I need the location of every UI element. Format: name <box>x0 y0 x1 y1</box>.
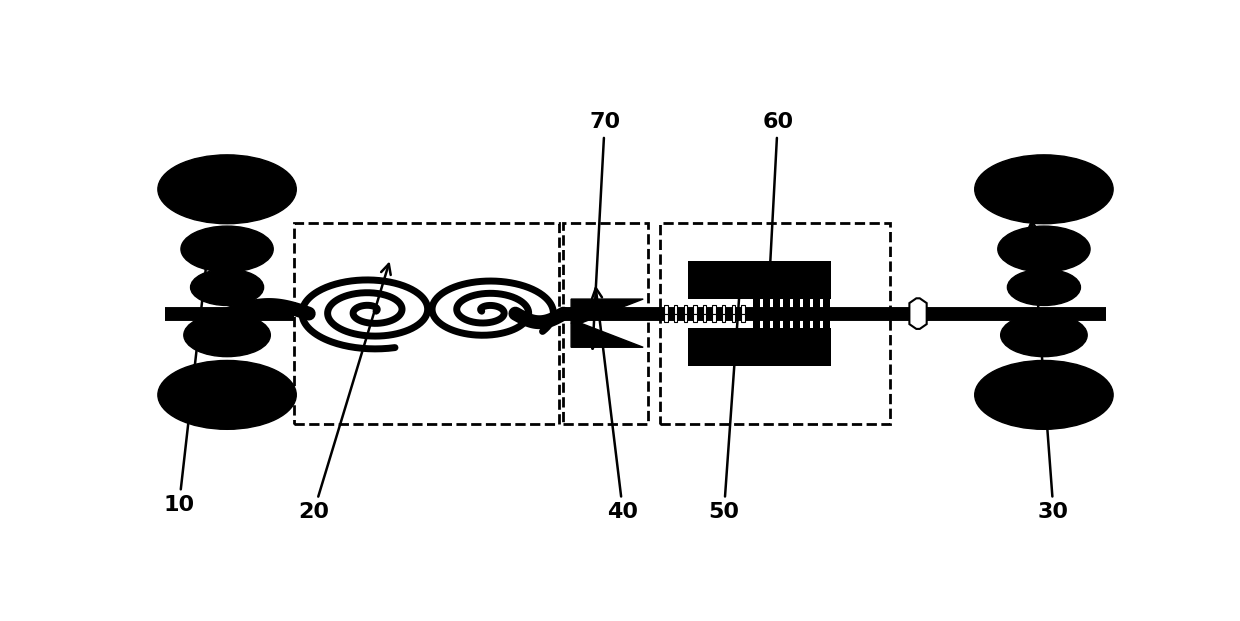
Bar <box>792 299 800 309</box>
Bar <box>763 318 770 328</box>
Polygon shape <box>572 299 644 323</box>
Bar <box>812 299 820 309</box>
Bar <box>665 305 667 314</box>
Bar <box>802 299 810 309</box>
Text: 30: 30 <box>1028 221 1069 522</box>
Bar <box>722 305 725 314</box>
Text: 50: 50 <box>708 274 745 522</box>
Polygon shape <box>909 298 926 329</box>
Circle shape <box>157 155 296 224</box>
Circle shape <box>181 226 273 272</box>
Bar <box>722 314 725 322</box>
Bar <box>792 318 800 328</box>
Bar <box>712 314 715 322</box>
Bar <box>823 299 830 309</box>
Circle shape <box>975 360 1114 429</box>
Bar <box>732 305 735 314</box>
Bar <box>675 305 677 314</box>
Text: 20: 20 <box>298 264 391 522</box>
Bar <box>665 314 667 322</box>
Text: 60: 60 <box>761 112 794 351</box>
Bar <box>782 299 790 309</box>
Bar <box>712 305 715 314</box>
Bar <box>742 305 744 314</box>
Bar <box>732 314 735 322</box>
Bar <box>563 223 649 424</box>
Bar <box>688 261 831 299</box>
Bar <box>773 318 780 328</box>
Bar <box>802 318 810 328</box>
Text: 70: 70 <box>588 112 620 348</box>
Bar <box>703 314 706 322</box>
Bar <box>703 305 706 314</box>
Bar <box>773 299 780 309</box>
Bar <box>782 318 790 328</box>
Bar <box>294 223 559 424</box>
Bar <box>660 223 890 424</box>
Text: 40: 40 <box>591 288 639 522</box>
Bar <box>753 299 760 309</box>
Circle shape <box>184 314 270 356</box>
Circle shape <box>1001 314 1087 356</box>
Bar <box>675 314 677 322</box>
Bar <box>683 314 687 322</box>
Circle shape <box>998 226 1090 272</box>
Bar <box>688 328 831 366</box>
Bar <box>683 305 687 314</box>
Polygon shape <box>572 323 644 347</box>
Bar <box>693 305 697 314</box>
Circle shape <box>191 269 264 306</box>
Bar <box>763 299 770 309</box>
Circle shape <box>975 155 1114 224</box>
Circle shape <box>157 360 296 429</box>
Circle shape <box>1007 269 1080 306</box>
Bar <box>823 318 830 328</box>
Bar <box>693 314 697 322</box>
Text: 10: 10 <box>164 230 215 515</box>
Bar <box>742 314 744 322</box>
Bar <box>753 318 760 328</box>
Bar <box>812 318 820 328</box>
